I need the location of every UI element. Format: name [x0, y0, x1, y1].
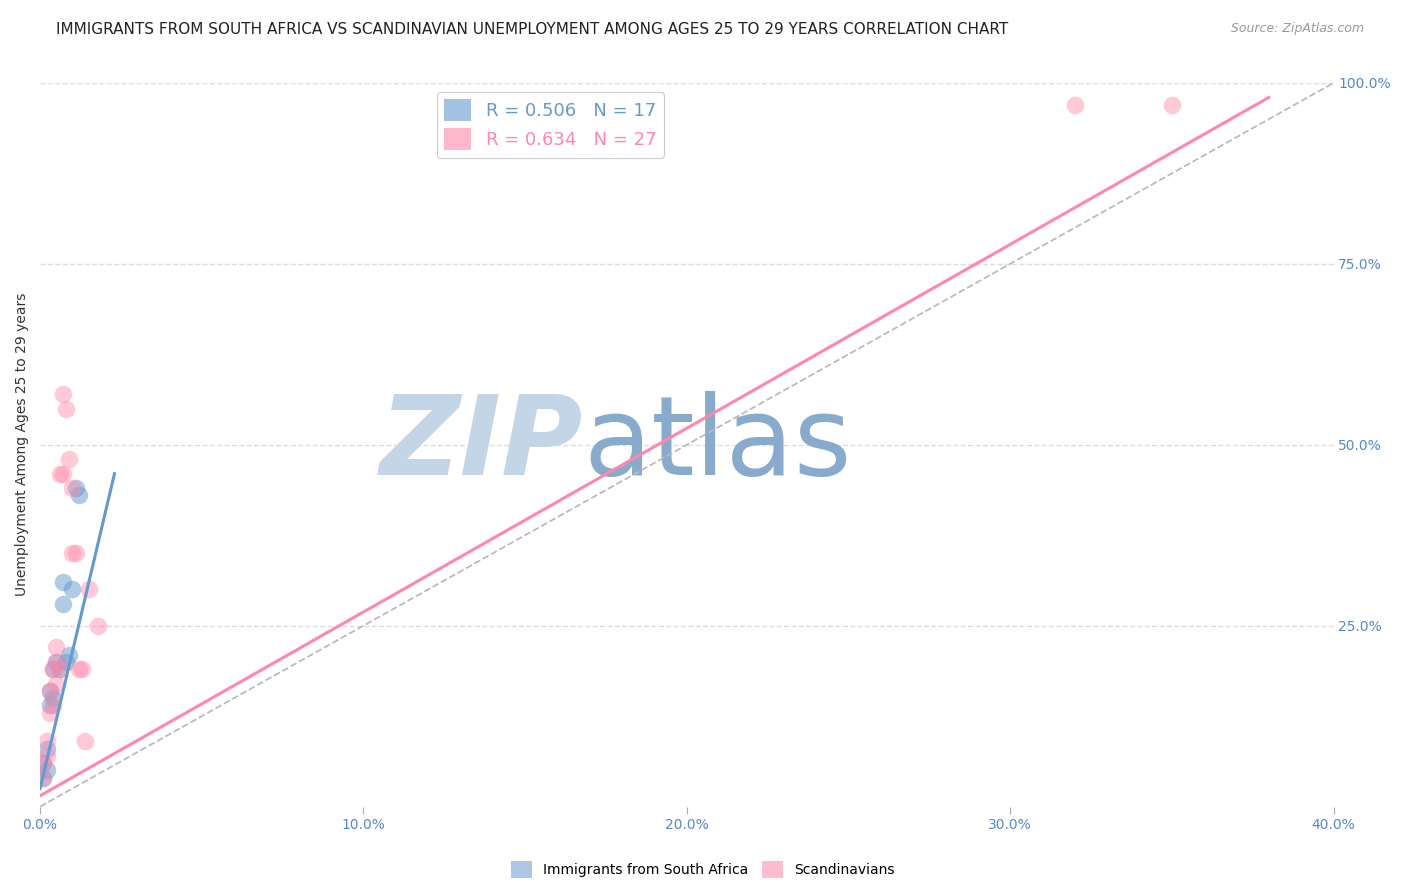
- Point: [32, 756, 55, 771]
- Point: [1063, 97, 1085, 112]
- Point: [62, 481, 84, 495]
- Point: [35, 748, 58, 763]
- Point: [42, 698, 65, 713]
- Point: [62, 582, 84, 597]
- Point: [32, 771, 55, 785]
- Point: [52, 575, 75, 590]
- Point: [58, 648, 80, 662]
- Point: [55, 655, 77, 669]
- Point: [38, 683, 60, 698]
- Point: [67, 488, 90, 502]
- Text: atlas: atlas: [583, 392, 852, 499]
- Point: [55, 401, 77, 416]
- Point: [38, 698, 60, 713]
- Text: IMMIGRANTS FROM SOUTH AFRICA VS SCANDINAVIAN UNEMPLOYMENT AMONG AGES 25 TO 29 YE: IMMIGRANTS FROM SOUTH AFRICA VS SCANDINA…: [56, 22, 1008, 37]
- Point: [52, 597, 75, 611]
- Point: [32, 756, 55, 771]
- Point: [58, 452, 80, 467]
- Point: [77, 582, 100, 597]
- Point: [65, 546, 87, 560]
- Point: [45, 640, 67, 655]
- Point: [48, 662, 70, 676]
- Text: ZIP: ZIP: [380, 392, 583, 499]
- Point: [32, 771, 55, 785]
- Point: [65, 481, 87, 495]
- Point: [38, 683, 60, 698]
- Point: [38, 706, 60, 720]
- Point: [70, 662, 93, 676]
- Point: [35, 741, 58, 756]
- Point: [75, 734, 97, 748]
- Y-axis label: Unemployment Among Ages 25 to 29 years: Unemployment Among Ages 25 to 29 years: [15, 293, 30, 597]
- Point: [45, 655, 67, 669]
- Point: [48, 467, 70, 481]
- Point: [42, 691, 65, 706]
- Point: [42, 662, 65, 676]
- Point: [67, 662, 90, 676]
- Point: [35, 734, 58, 748]
- Text: Source: ZipAtlas.com: Source: ZipAtlas.com: [1230, 22, 1364, 36]
- Point: [45, 655, 67, 669]
- Point: [62, 546, 84, 560]
- Point: [87, 618, 110, 632]
- Legend: Immigrants from South Africa, Scandinavians: Immigrants from South Africa, Scandinavi…: [506, 855, 900, 883]
- Point: [45, 676, 67, 690]
- Point: [1160, 97, 1182, 112]
- Legend: R = 0.506   N = 17, R = 0.634   N = 27: R = 0.506 N = 17, R = 0.634 N = 27: [437, 92, 664, 158]
- Point: [42, 662, 65, 676]
- Point: [52, 387, 75, 401]
- Point: [35, 764, 58, 778]
- Point: [52, 467, 75, 481]
- Point: [48, 662, 70, 676]
